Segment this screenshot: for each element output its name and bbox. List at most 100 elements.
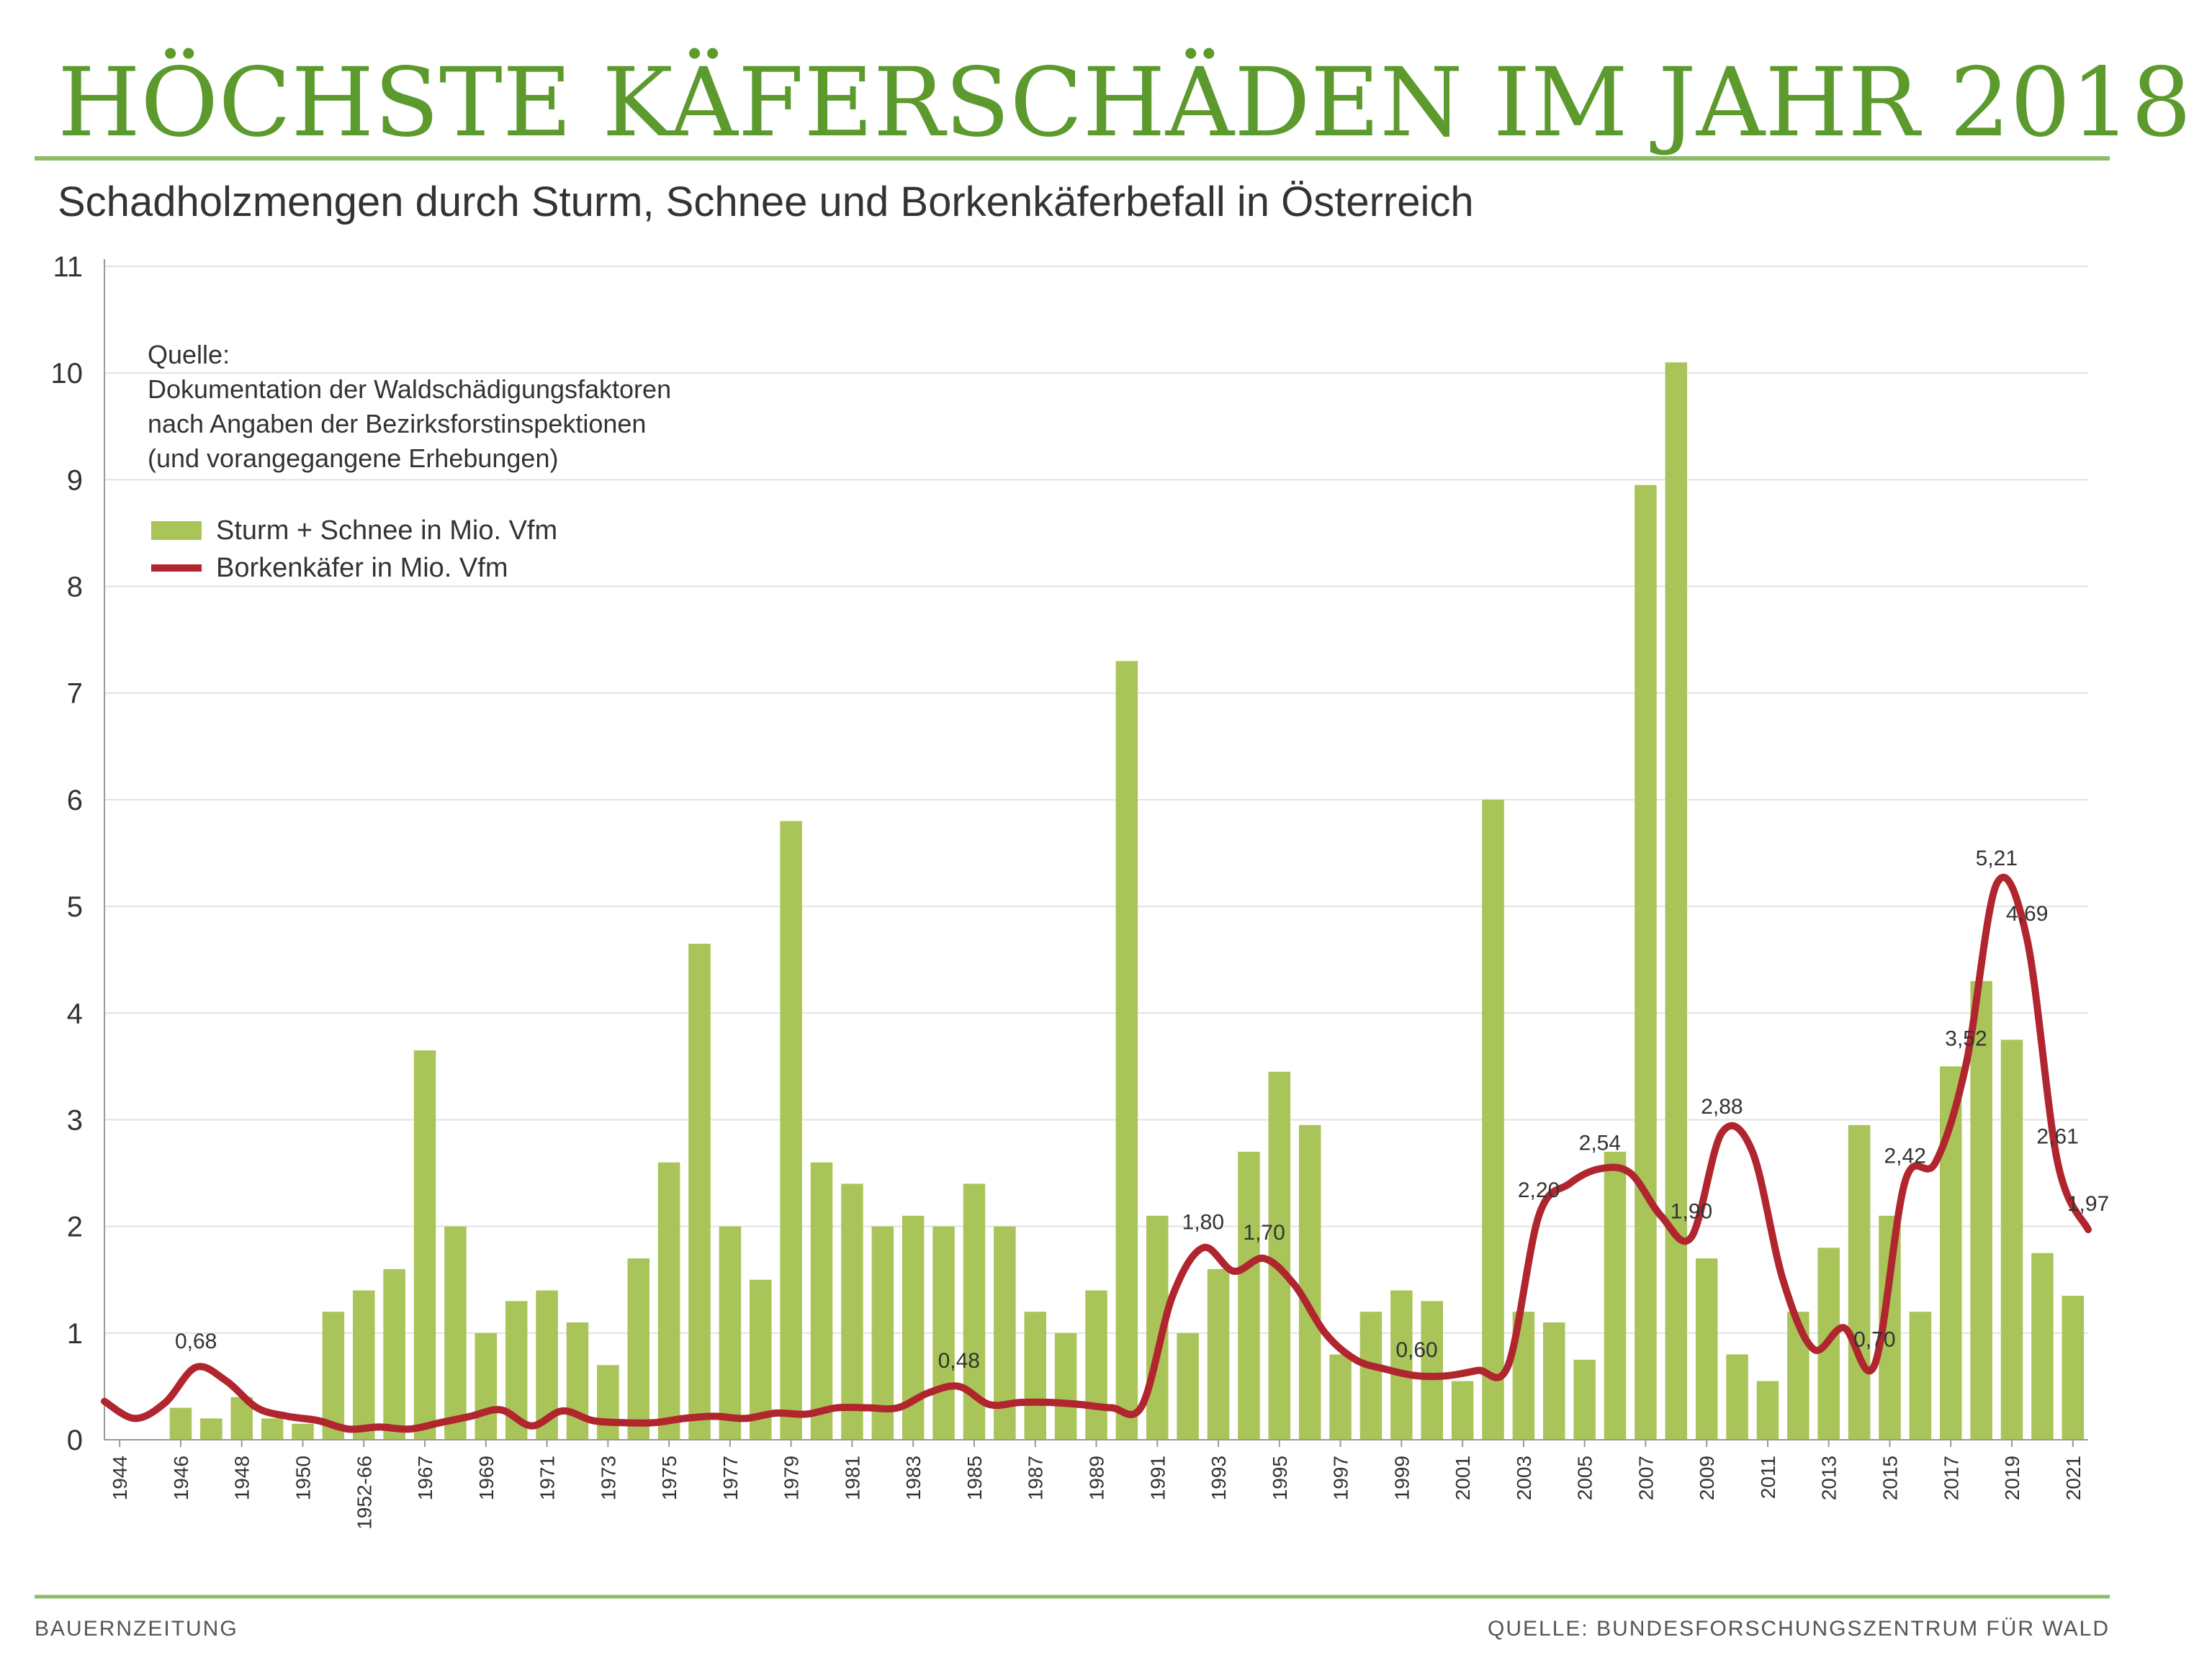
x-tick-label: 1989 [1086, 1456, 1108, 1500]
data-label: 0,70 [1853, 1327, 1895, 1351]
y-tick-label: 7 [67, 678, 83, 710]
legend-label-line: Borkenkäfer in Mio. Vfm [216, 553, 508, 583]
bar [1970, 980, 1992, 1440]
x-tick-label: 1985 [963, 1456, 986, 1500]
data-label: 1,90 [1671, 1199, 1712, 1223]
x-tick-label: 2001 [1452, 1456, 1474, 1500]
legend: Sturm + Schnee in Mio. Vfm Borkenkäfer i… [151, 515, 557, 583]
x-tick-label: 1952-66 [353, 1456, 375, 1530]
bar [1085, 1290, 1107, 1440]
x-tick-label: 1993 [1208, 1456, 1230, 1500]
data-label: 5,21 [1976, 847, 2018, 870]
y-tick-label: 8 [67, 572, 83, 603]
data-label: 1,70 [1243, 1221, 1285, 1245]
bar [1848, 1124, 1871, 1440]
bar [841, 1183, 863, 1440]
bar [200, 1418, 222, 1440]
x-tick-label: 1991 [1146, 1456, 1169, 1500]
source-note-line: Dokumentation der Waldschädigungsfaktore… [148, 374, 671, 404]
bar [292, 1423, 314, 1440]
x-tick-label: 1948 [231, 1456, 253, 1500]
bar [2062, 1295, 2085, 1440]
bar [322, 1312, 345, 1440]
bar [1390, 1290, 1413, 1440]
line-series [101, 873, 2092, 1433]
data-label: 2,20 [1518, 1178, 1560, 1202]
bar [1177, 1332, 1199, 1440]
x-tick-label: 1983 [902, 1456, 925, 1500]
x-tick-label: 2005 [1574, 1456, 1596, 1500]
data-label: 1,97 [2067, 1192, 2109, 1216]
bar [1635, 484, 1657, 1440]
bar [2031, 1253, 2054, 1440]
x-tick-label: 1977 [719, 1456, 742, 1500]
y-tick-label: 6 [67, 785, 83, 816]
page-subtitle: Schadholzmengen durch Sturm, Schnee und … [58, 179, 1474, 225]
x-tick-label: 2015 [1879, 1456, 1902, 1500]
bar [444, 1226, 467, 1440]
bar [1756, 1381, 1779, 1440]
legend-label-bar: Sturm + Schnee in Mio. Vfm [216, 515, 557, 546]
footer-right: QUELLE: BUNDESFORSCHUNGSZENTRUM FÜR WALD [1488, 1617, 2110, 1641]
bar [1421, 1301, 1443, 1440]
bar [1298, 1124, 1321, 1440]
bar [1238, 1151, 1260, 1440]
data-labels: 0,68 0,48 1,80 1,70 0,60 2,20 2,54 1,90 2,88 0,70… [175, 847, 2109, 1373]
bar [1665, 362, 1688, 1440]
y-tick-label: 9 [67, 464, 83, 496]
bar [932, 1226, 955, 1440]
bar [566, 1322, 589, 1440]
x-tick-label: 2013 [1818, 1456, 1840, 1500]
x-tick-label: 2021 [2062, 1456, 2085, 1500]
bar [810, 1162, 833, 1440]
x-tick-label: 1973 [597, 1456, 619, 1500]
data-label: 0,60 [1395, 1338, 1437, 1362]
y-axis: 0 1 2 3 4 5 6 7 8 9 10 11 [51, 251, 105, 1456]
data-label: 2,42 [1884, 1144, 1925, 1168]
bar [719, 1226, 742, 1440]
bar [1359, 1312, 1382, 1440]
bar [1268, 1071, 1291, 1440]
source-note-line: (und vorangegangene Erhebungen) [148, 443, 558, 473]
x-tick-label: 1950 [292, 1456, 315, 1500]
bar [871, 1226, 894, 1440]
bar [1024, 1312, 1046, 1440]
x-tick-label: 1997 [1330, 1456, 1352, 1500]
x-tick-label: 1967 [414, 1456, 436, 1500]
data-label: 4,69 [2006, 902, 2048, 926]
x-tick-label: 2009 [1696, 1456, 1718, 1500]
y-tick-label: 5 [67, 891, 83, 923]
x-tick-label: 1995 [1269, 1456, 1291, 1500]
data-label: 2,88 [1701, 1095, 1743, 1119]
bar [1329, 1354, 1352, 1440]
bar [353, 1290, 375, 1440]
x-tick-label: 1944 [109, 1456, 131, 1500]
data-label: 3,52 [1945, 1027, 1987, 1050]
bar [597, 1365, 619, 1440]
x-axis: 1944 1946 1948 1950 1952-66 1967 1969 1971 1973 1… [104, 1439, 2088, 1530]
x-tick-label: 1946 [170, 1456, 192, 1500]
source-note-line: Quelle: [148, 340, 230, 369]
x-tick-label: 2007 [1635, 1456, 1657, 1500]
bar-series [169, 362, 2085, 1440]
bar [261, 1418, 284, 1440]
bar [1115, 661, 1138, 1440]
bar [475, 1332, 498, 1440]
y-tick-label: 4 [67, 998, 83, 1029]
data-label: 0,48 [938, 1349, 980, 1373]
footer-left: BAUERNZEITUNG [35, 1617, 238, 1641]
x-tick-label: 1987 [1025, 1456, 1047, 1500]
x-tick-label: 1981 [841, 1456, 863, 1500]
y-tick-label: 10 [51, 358, 84, 389]
borkenkaefer-line [101, 873, 2092, 1433]
bar [2000, 1040, 2023, 1440]
page-title: HÖCHSTE KÄFERSCHÄDEN IM JAHR 2018 [58, 47, 2192, 158]
bar [688, 943, 711, 1440]
y-tick-label: 1 [67, 1318, 83, 1350]
bar [657, 1162, 680, 1440]
bar [1543, 1322, 1565, 1440]
source-note-line: nach Angaben der Bezirksforstinspektione… [148, 409, 646, 438]
bar [1695, 1258, 1718, 1440]
data-label: 0,68 [175, 1330, 217, 1353]
